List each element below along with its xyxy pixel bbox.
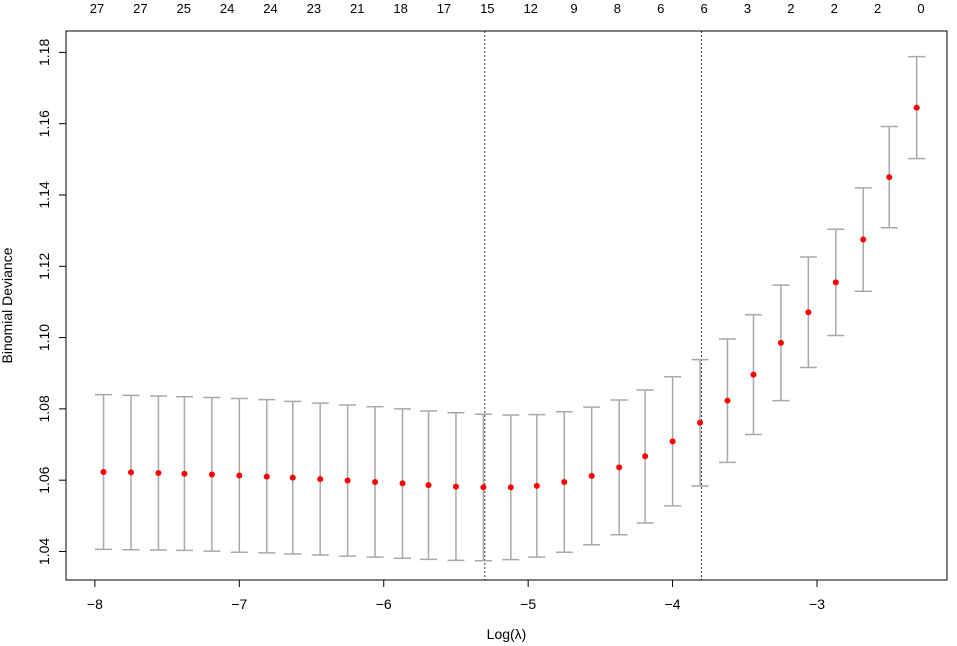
data-points: [100, 104, 920, 491]
reference-lines: [484, 31, 702, 580]
y-tick-label: 1.06: [36, 466, 52, 493]
y-tick-label: 1.12: [36, 252, 52, 279]
top-axis-label: 18: [393, 1, 407, 16]
y-tick-label: 1.08: [36, 395, 52, 422]
data-point: [750, 371, 757, 378]
top-axis-label: 2: [831, 1, 838, 16]
top-axis-label: 15: [480, 1, 494, 16]
top-axis-label: 21: [350, 1, 364, 16]
y-tick-label: 1.18: [36, 39, 52, 66]
data-point: [616, 464, 623, 471]
plot-frame: [65, 30, 948, 581]
x-tick-label: −4: [665, 596, 681, 612]
top-axis-label: 27: [90, 1, 104, 16]
x-tick-label: −5: [520, 596, 536, 612]
data-point: [289, 474, 296, 481]
x-tick-label: −8: [87, 596, 103, 612]
x-tick-label: −3: [809, 596, 825, 612]
top-axis-label: 9: [570, 1, 577, 16]
top-axis-label: 6: [701, 1, 708, 16]
top-axis-label: 24: [220, 1, 234, 16]
data-point: [100, 468, 107, 475]
y-tick-label: 1.10: [36, 324, 52, 351]
y-tick-label: 1.04: [36, 538, 52, 565]
data-point: [777, 339, 784, 346]
data-point: [480, 484, 487, 491]
data-point: [669, 438, 676, 445]
top-axis-label: 23: [307, 1, 321, 16]
data-point: [860, 236, 867, 243]
data-point: [425, 482, 432, 489]
data-point: [561, 478, 568, 485]
data-point: [155, 470, 162, 477]
data-point: [832, 279, 839, 286]
data-point: [317, 476, 324, 483]
top-axis-label: 17: [437, 1, 451, 16]
top-axis-label: 24: [263, 1, 277, 16]
data-point: [507, 484, 514, 491]
x-axis-label: Log(λ): [487, 626, 527, 642]
axis-labels: Log(λ) Binomial Deviance: [0, 247, 526, 642]
top-axis-label: 0: [917, 1, 924, 16]
top-axis-label: 12: [523, 1, 537, 16]
top-axis-label: 25: [177, 1, 191, 16]
data-point: [399, 480, 406, 487]
top-axis-label: 27: [133, 1, 147, 16]
top-axis-label: 2: [874, 1, 881, 16]
data-point: [263, 473, 270, 480]
top-axis-label: 6: [657, 1, 664, 16]
x-tick-label: −7: [231, 596, 247, 612]
top-axis-label: 3: [744, 1, 751, 16]
data-point: [886, 174, 893, 181]
y-tick-label: 1.14: [36, 181, 52, 208]
data-point: [452, 483, 459, 490]
top-axis-label: 8: [614, 1, 621, 16]
data-point: [533, 482, 540, 489]
data-point: [344, 477, 351, 484]
x-tick-label: −6: [376, 596, 392, 612]
y-axis-label: Binomial Deviance: [0, 247, 15, 363]
top-axis-label: 2: [787, 1, 794, 16]
data-point: [724, 397, 731, 404]
y-tick-label: 1.16: [36, 110, 52, 137]
data-point: [913, 104, 920, 111]
data-point: [127, 469, 134, 476]
data-point: [372, 478, 379, 485]
data-point: [588, 472, 595, 479]
data-point: [642, 453, 649, 460]
axes: −8 −7 −6 −5 −4 −3 1.04 1.06 1.08 1.10 1.12 1.14 1.16…: [36, 1, 948, 612]
data-point: [236, 472, 243, 479]
data-point: [805, 309, 812, 316]
data-point: [181, 470, 188, 477]
data-point: [697, 419, 704, 426]
data-point: [208, 471, 215, 478]
